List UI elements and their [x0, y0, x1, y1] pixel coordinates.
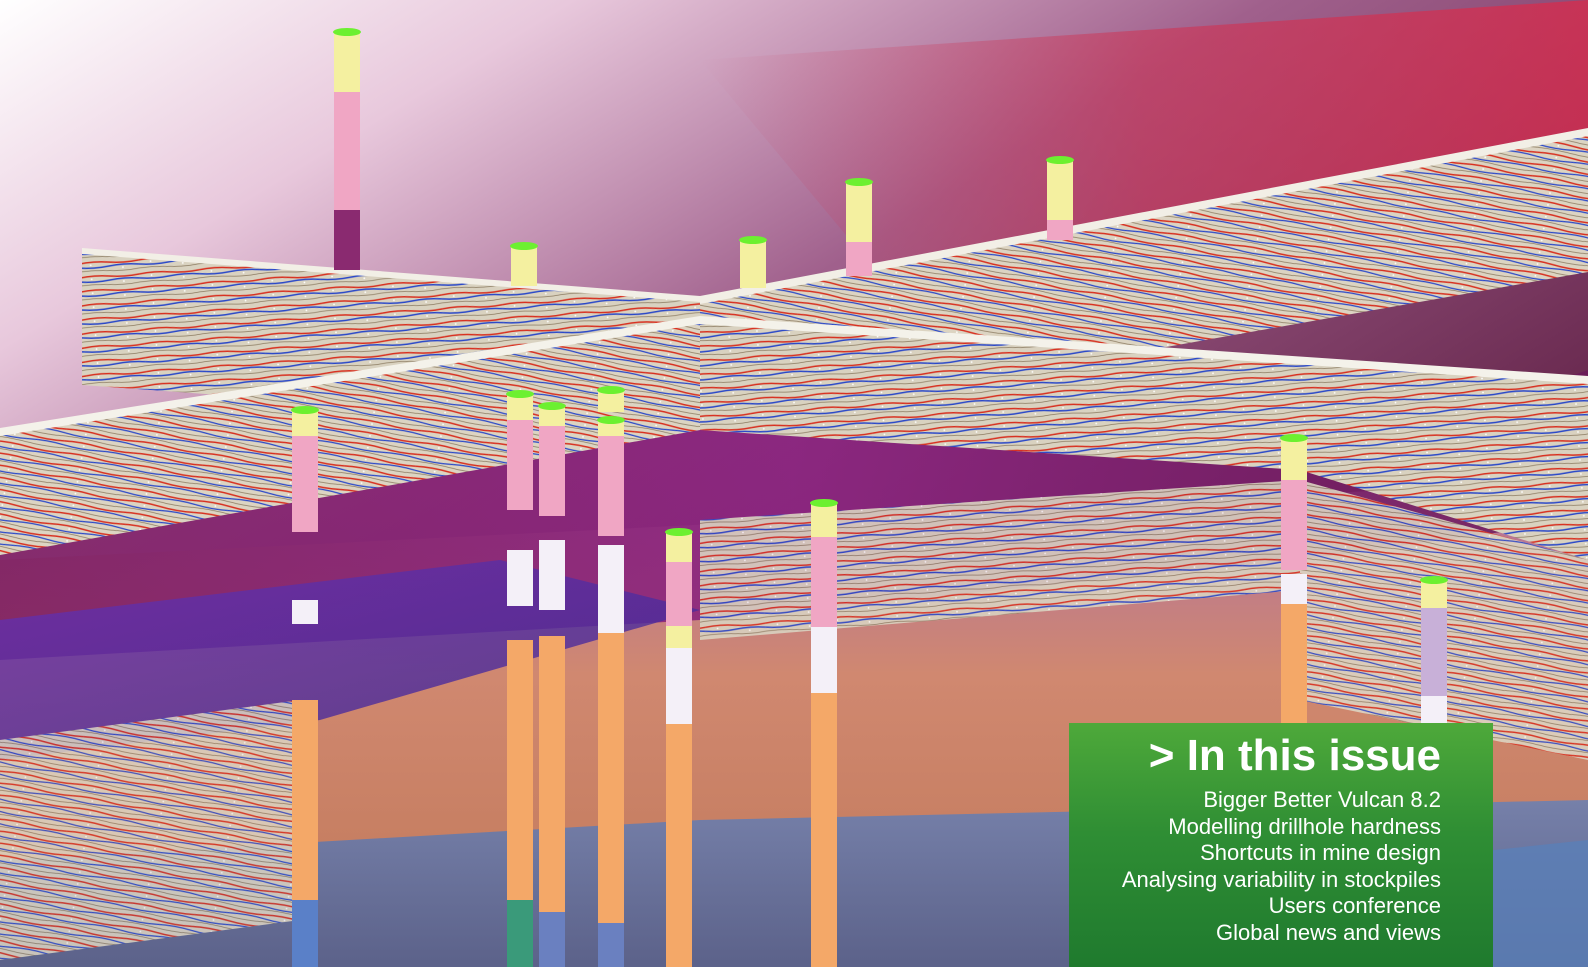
issue-item-stockpiles: Analysing variability in stockpiles: [1121, 866, 1441, 892]
issue-item-vulcan: Bigger Better Vulcan 8.2: [1203, 787, 1441, 812]
issue-item-users-conference: Users conference: [1268, 893, 1441, 918]
in-this-issue-title: > In this issue: [1148, 731, 1441, 780]
drillholes: [291, 28, 1448, 967]
issue-item-drillhole-hardness: Modelling drillhole hardness: [1168, 813, 1441, 839]
issue-item-global-news: Global news and views: [1215, 919, 1441, 945]
issue-item-mine-design: Shortcuts in mine design: [1200, 840, 1441, 865]
in-this-issue-panel: > In this issue Bigger Better Vulcan 8.2…: [1069, 723, 1493, 967]
issue-list: Bigger Better Vulcan 8.2 Modelling drill…: [1069, 787, 1441, 946]
